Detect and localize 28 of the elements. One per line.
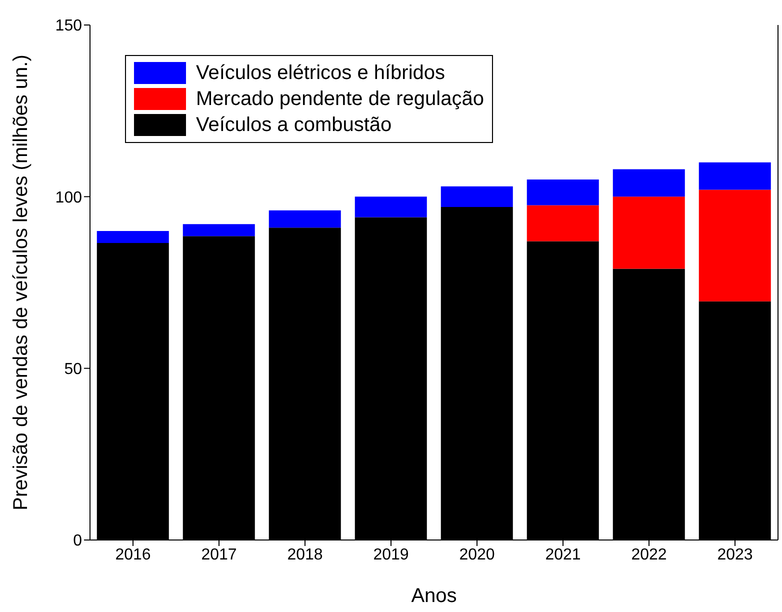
legend-label: Veículos elétricos e híbridos xyxy=(196,62,446,84)
legend-label: Mercado pendente de regulação xyxy=(196,88,484,110)
x-tick-label: 2018 xyxy=(287,546,323,564)
bar xyxy=(612,169,685,197)
y-tick-label: 0 xyxy=(73,532,82,550)
bar xyxy=(96,231,169,244)
bar xyxy=(440,186,513,207)
bar xyxy=(698,190,771,302)
bar xyxy=(354,196,427,218)
y-tick-label: 50 xyxy=(64,361,82,378)
bar xyxy=(698,162,771,190)
bar xyxy=(182,224,255,236)
x-tick-label: 2017 xyxy=(201,546,237,564)
y-tick-label: 150 xyxy=(55,18,82,35)
y-axis-title: Previsão de vendas de veículos leves (milhões un.) xyxy=(10,54,32,510)
x-tick-label: 2016 xyxy=(115,546,151,564)
bar xyxy=(526,180,599,206)
bar xyxy=(268,210,341,228)
x-tick-label: 2022 xyxy=(631,546,667,564)
y-tick-label: 100 xyxy=(55,189,82,206)
x-tick-label: 2023 xyxy=(717,546,753,564)
x-tick-label: 2020 xyxy=(459,546,495,564)
x-tick-label: 2021 xyxy=(545,546,581,564)
x-axis-title: Anos xyxy=(411,585,457,607)
legend-label: Veículos a combustão xyxy=(196,114,392,136)
x-tick-label: 2019 xyxy=(373,546,409,564)
bar xyxy=(526,205,599,242)
bar xyxy=(612,196,685,269)
